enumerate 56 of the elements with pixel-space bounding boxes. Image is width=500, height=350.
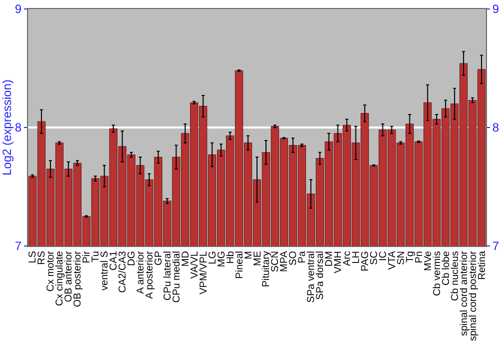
x-tick-label: Pir — [82, 250, 93, 264]
x-tick-label: Tg — [404, 251, 416, 263]
x-tick-label: ventral S — [100, 250, 111, 290]
x-tick-label: CPu lateral — [162, 251, 174, 300]
x-tick-label: M — [243, 251, 254, 260]
x-tick-label: Pituitary — [261, 251, 272, 288]
y-tick-label: 9 — [14, 2, 22, 16]
x-tick-label: MD — [180, 251, 192, 267]
x-tick-label: Pa — [297, 250, 308, 264]
x-tick-label: A anterior — [136, 250, 146, 294]
x-tick-label: Cb vermis — [432, 251, 443, 296]
x-tick-label: GP — [153, 250, 164, 266]
x-tick-label: Pineal — [234, 251, 246, 279]
x-tick-label: Retina — [476, 250, 488, 280]
x-tick-label: VMH — [333, 251, 344, 274]
x-tick-label: RS — [36, 250, 48, 265]
x-tick-label: OB posterior — [72, 250, 84, 308]
x-tick-label: VTA — [386, 250, 398, 270]
y-tick-label: 7 — [14, 239, 22, 254]
x-tick-label: MPA — [279, 250, 290, 272]
x-tick-label: OB anterior — [64, 250, 75, 302]
x-tick-label: DM — [324, 251, 336, 267]
x-tick-label: DG — [126, 250, 138, 266]
x-tick-label: LS — [28, 250, 39, 264]
x-tick-label: MVe — [422, 250, 434, 272]
y-tick-label: 8 — [14, 120, 22, 135]
x-tick-label: PAG — [360, 250, 372, 272]
x-tick-label: CA1 — [108, 250, 120, 270]
x-tick-label: SO — [288, 250, 300, 266]
x-tick-label: VPM/VPL — [198, 250, 210, 294]
x-tick-label: spinal cord anterior — [458, 250, 470, 336]
y2-tick-label: 8 — [492, 120, 500, 135]
x-tick-label: ME — [252, 250, 264, 266]
x-tick-label: Arc — [342, 251, 354, 266]
x-tick-label: Cb lobe — [440, 250, 452, 286]
x-tick-label: SCN — [270, 251, 282, 272]
x-tick-label: LG — [207, 250, 218, 264]
x-tick-label: Tu — [90, 251, 102, 262]
x-tick-label: MG — [216, 250, 228, 268]
x-tick-label: Cb nucleus — [450, 251, 461, 302]
x-tick-label: IC — [378, 251, 389, 261]
x-tick-label: A posterior — [144, 250, 156, 299]
y2-tick-label: 7 — [492, 239, 500, 254]
x-tick-label: SPa dorsal — [315, 251, 326, 300]
x-tick-label: Pn — [414, 251, 425, 264]
x-tick-label: LH — [351, 251, 362, 264]
x-tick-label: CPu medial — [171, 251, 182, 303]
x-tick-label: spinal cord posterior — [468, 250, 479, 342]
y2-tick-label: 9 — [492, 2, 500, 16]
x-tick-label: Hb — [225, 250, 236, 264]
x-tick-label: Cx cingulate — [54, 250, 66, 306]
x-tick-label: SC — [369, 251, 380, 265]
y-axis-title: Log2 (expression) — [0, 79, 14, 176]
x-tick-label: VA/VL — [189, 250, 200, 279]
x-tick-label: CA2/CA3 — [118, 250, 129, 293]
x-tick-label: SN — [396, 251, 407, 265]
